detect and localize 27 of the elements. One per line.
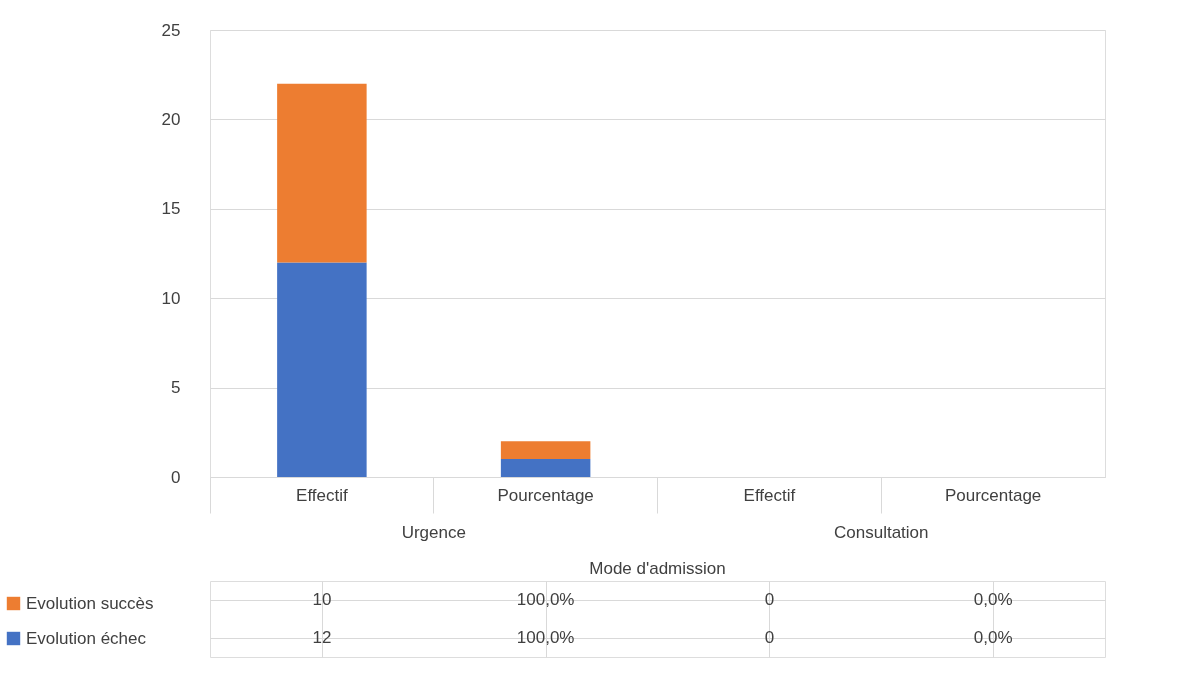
x-tick-label: Effectif: [296, 485, 348, 505]
x-tick-label: Pourcentage: [944, 485, 1042, 505]
data-label: 100,0%: [516, 628, 575, 647]
legend-label: Evolution échec: [26, 628, 147, 648]
data-label: 0,0%: [973, 628, 1013, 647]
x-tick-label: Effectif: [743, 485, 796, 505]
data-label: 0: [764, 590, 775, 609]
data-label: 0,0%: [973, 590, 1013, 609]
y-tick-label: 15: [161, 199, 181, 219]
bar: [500, 441, 591, 460]
y-tick-label: 10: [161, 288, 181, 308]
bar: [277, 83, 367, 263]
x-axis-title: Mode d'admission: [589, 559, 726, 578]
y-tick-label: 0: [171, 467, 181, 487]
bar: [500, 459, 591, 477]
data-label: 0: [764, 628, 775, 647]
legend-label: Evolution succès: [26, 593, 154, 613]
bar: [277, 262, 367, 477]
y-tick-label: 20: [161, 109, 181, 129]
x-tick-label: Pourcentage: [497, 485, 594, 505]
text: Urgence: [401, 523, 466, 542]
data-label: 100,0%: [516, 590, 575, 609]
y-tick-label: 5: [171, 378, 181, 398]
y-tick-label: 25: [161, 20, 181, 40]
data-label: 12: [312, 628, 332, 647]
text: Consultation: [833, 523, 929, 542]
data-label: 10: [312, 590, 332, 609]
